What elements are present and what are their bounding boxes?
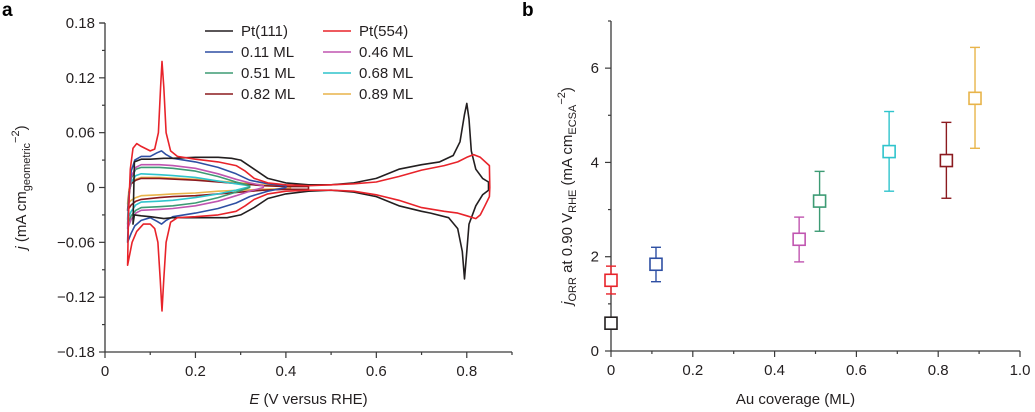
a-ylabel-close: ) — [13, 125, 30, 130]
cv-curve-pt-554- — [126, 60, 491, 312]
b-y-tick-label: 6 — [591, 60, 599, 77]
a-x-tick-label: 0.6 — [366, 363, 387, 380]
a-y-tick-label: 0 — [87, 180, 95, 197]
a-y-tick-label: 0.06 — [66, 125, 95, 142]
cv-curve-0-51-ml — [126, 166, 251, 225]
a-ylabel-main: (mA cm — [13, 191, 30, 246]
b-ylabel-italic-sub: ORR — [567, 277, 579, 302]
legend-label: 0.82 ML — [241, 86, 295, 103]
b-points — [604, 46, 982, 330]
data-point-0-89-ml — [968, 46, 982, 149]
open-square-marker — [649, 257, 663, 272]
b-ylabel-sub2: ECSA — [567, 104, 579, 135]
a-y-axis-label: j (mA cmgeometric−2) — [10, 125, 33, 251]
b-x-tick-label: 0.6 — [846, 362, 867, 379]
b-ylabel-mid: (mA cm — [559, 135, 576, 190]
cv-curve-0-89-ml — [126, 176, 292, 205]
legend-label: Pt(554) — [359, 23, 408, 40]
a-ylabel-sub: geometric — [21, 142, 33, 191]
b-y-axis-label: jORR at 0.90 VRHE (mA cmECSA−2) — [556, 87, 579, 307]
a-x-axis-label: E (V versus RHE) — [249, 391, 367, 408]
b-ylabel-main: at 0.90 V — [559, 213, 576, 277]
b-x-tick-label: 0 — [607, 362, 615, 379]
legend-label: 0.68 ML — [359, 65, 413, 82]
b-ylabel-sub1: RHE — [567, 190, 579, 213]
b-ylabel-close: ) — [559, 87, 576, 92]
panel-label-a: a — [2, 0, 13, 21]
legend-label: 0.51 ML — [241, 65, 295, 82]
cv-curve-0-46-ml — [126, 163, 265, 230]
a-y-tick-label: −0.06 — [57, 234, 95, 251]
b-x-axis-label: Au coverage (ML) — [736, 391, 855, 408]
data-point-0-46-ml — [792, 216, 806, 263]
a-ylabel-italic: j — [13, 246, 30, 252]
a-y-tick-label: 0.12 — [66, 70, 95, 87]
a-curves — [126, 60, 491, 312]
legend-label: 0.89 ML — [359, 86, 413, 103]
a-x-tick-label: 0.8 — [456, 363, 477, 380]
a-x-tick-label: 0.4 — [275, 363, 296, 380]
a-ticks: −0.18 −0.12 −0.06 0 0.06 0.12 0.18 0 0.2 0.4 0.6 0.… — [57, 15, 513, 380]
cv-curve-0-82-ml — [126, 177, 310, 212]
data-point-0-11-ml — [649, 246, 663, 283]
open-square-marker — [792, 232, 806, 247]
b-ylabel-sup: −2 — [556, 92, 568, 105]
b-x-tick-label: 0.2 — [682, 362, 703, 379]
legend-label: Pt(111) — [241, 23, 288, 40]
open-square-marker — [812, 194, 827, 208]
data-point-0-51-ml — [812, 170, 827, 232]
open-square-marker — [604, 316, 618, 330]
a-x-tick-label: 0.2 — [185, 363, 206, 380]
a-legend: Pt(111) Pt(554) 0.11 ML 0.46 ML 0.51 ML 0.68 … — [205, 23, 413, 103]
a-y-tick-label: −0.12 — [57, 289, 95, 306]
data-point-pt-554- — [604, 265, 618, 295]
open-square-marker — [882, 144, 896, 159]
b-x-tick-label: 1.0 — [1010, 362, 1031, 379]
data-point-pt-111- — [604, 316, 618, 330]
b-ticks: 0 2 4 6 0 0.2 0.4 0.6 0.8 1.0 — [591, 20, 1031, 379]
legend-label: 0.46 ML — [359, 44, 413, 61]
open-square-marker — [604, 273, 618, 288]
data-point-0-68-ml — [882, 110, 896, 192]
a-ylabel-sup: −2 — [10, 130, 22, 143]
b-y-tick-label: 4 — [591, 154, 599, 171]
open-square-marker — [968, 91, 982, 106]
a-y-tick-label: −0.18 — [57, 344, 95, 361]
cv-curve-pt-111- — [132, 102, 490, 280]
b-x-tick-label: 0.8 — [928, 362, 949, 379]
panel-b-orr-activity: 0 2 4 6 0 0.2 0.4 0.6 0.8 1.0 Au coverage (ML) jO… — [556, 20, 1031, 408]
legend-label: 0.11 ML — [241, 44, 294, 61]
panel-label-b: b — [522, 0, 534, 21]
b-y-tick-label: 2 — [591, 249, 599, 266]
a-xlabel-rest: (V versus RHE) — [259, 391, 367, 408]
a-x-tick-label: 0 — [101, 363, 109, 380]
data-point-0-82-ml — [939, 121, 954, 199]
b-y-tick-label: 0 — [591, 343, 599, 360]
a-xlabel-italic: E — [249, 391, 260, 408]
b-ylabel-italic: j — [559, 301, 576, 307]
b-x-tick-label: 0.4 — [764, 362, 785, 379]
a-y-tick-label: 0.18 — [66, 15, 95, 32]
open-square-marker — [939, 153, 954, 168]
panel-a-cyclic-voltammogram: −0.18 −0.12 −0.06 0 0.06 0.12 0.18 0 0.2 0.4 0.6 0.… — [10, 15, 513, 408]
cv-curve-0-11-ml — [126, 150, 287, 244]
